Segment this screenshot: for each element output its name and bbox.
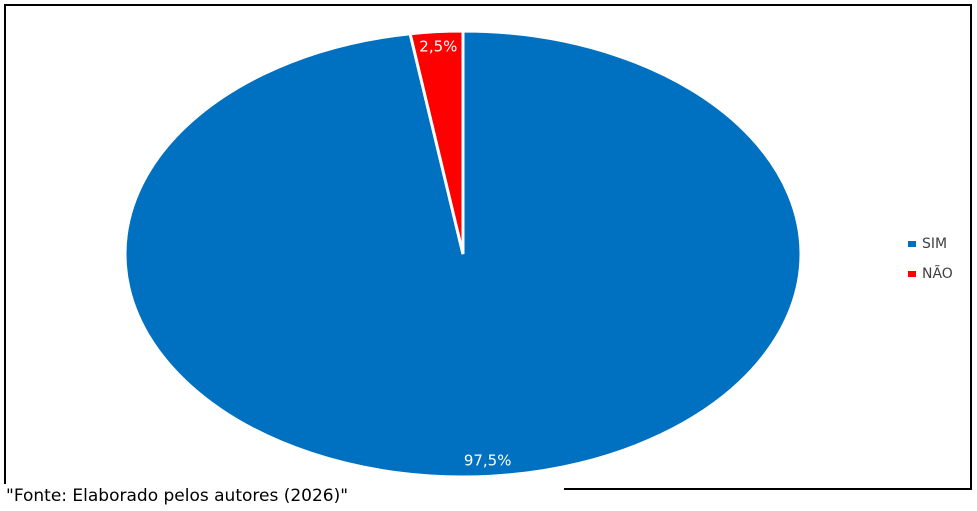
legend-label: NÃO	[922, 265, 953, 282]
data-label: 2,5%	[419, 38, 457, 56]
legend-label: SIM	[922, 236, 947, 252]
source-note: "Fonte: Elaborado pelos autores (2026)"	[6, 486, 348, 506]
legend-marker	[908, 271, 916, 277]
pie-slice	[408, 29, 465, 255]
legend-marker	[908, 241, 916, 247]
source-background	[4, 484, 564, 506]
data-label: 97,5%	[464, 451, 512, 469]
